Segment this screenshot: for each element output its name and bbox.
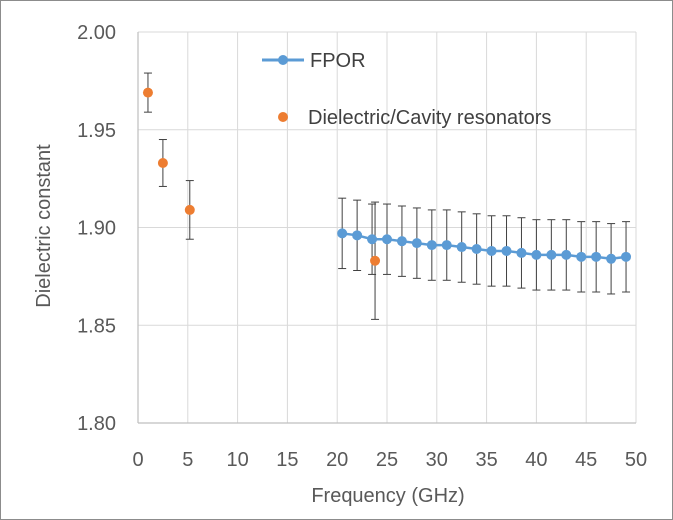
fpor-point xyxy=(516,247,527,258)
axes xyxy=(137,32,636,424)
fpor-point xyxy=(591,251,602,262)
y-axis-title: Dielectric constant xyxy=(33,144,55,308)
legend-label-resonators: Dielectric/Cavity resonators xyxy=(308,107,551,129)
legend-resonator-marker xyxy=(278,112,288,122)
x-tick-label: 5 xyxy=(182,449,193,471)
resonator-point xyxy=(184,204,195,215)
fpor-point xyxy=(396,236,407,247)
x-tick-label: 0 xyxy=(132,449,143,471)
fpor-point xyxy=(456,242,467,253)
y-tick-label: 2.00 xyxy=(77,22,116,44)
fpor-point xyxy=(471,244,482,255)
x-tick-label: 15 xyxy=(276,449,298,471)
fpor-point xyxy=(576,251,587,262)
y-tick-label: 1.80 xyxy=(77,413,116,435)
fpor-point xyxy=(352,230,363,241)
fpor-point xyxy=(621,251,632,262)
legend-fpor-marker xyxy=(278,55,288,65)
x-tick-label: 10 xyxy=(226,449,248,471)
legend: FPOR Dielectric/Cavity resonators xyxy=(262,50,551,129)
fpor-point xyxy=(546,249,557,260)
resonator-point xyxy=(370,255,381,266)
fpor-point xyxy=(501,245,512,256)
fpor-point xyxy=(411,238,422,249)
fpor-point xyxy=(426,240,437,251)
fpor-point xyxy=(486,245,497,256)
x-tick-label: 20 xyxy=(326,449,348,471)
tick-labels: 0 5 10 15 20 25 30 35 40 45 50 1.80 1.85 1.90 1.95 2.00 xyxy=(77,22,647,471)
x-tick-label: 25 xyxy=(376,449,398,471)
fpor-point xyxy=(337,228,348,239)
fpor-point xyxy=(367,234,378,245)
y-tick-label: 1.85 xyxy=(77,315,116,337)
series-markers xyxy=(142,87,632,266)
x-tick-label: 35 xyxy=(475,449,497,471)
fpor-point xyxy=(606,253,617,264)
fpor-point xyxy=(441,240,452,251)
x-tick-label: 45 xyxy=(575,449,597,471)
gridlines xyxy=(138,31,637,423)
resonator-point xyxy=(157,157,168,168)
y-tick-label: 1.90 xyxy=(77,218,116,240)
x-tick-label: 30 xyxy=(426,449,448,471)
legend-label-fpor: FPOR xyxy=(310,50,366,72)
x-axis-title: Frequency (GHz) xyxy=(311,485,464,507)
x-tick-label: 50 xyxy=(625,449,647,471)
fpor-point xyxy=(561,249,572,260)
y-tick-label: 1.95 xyxy=(77,120,116,142)
resonator-point xyxy=(142,87,153,98)
fpor-point xyxy=(382,234,392,245)
x-tick-label: 40 xyxy=(525,449,547,471)
fpor-point xyxy=(531,249,542,260)
